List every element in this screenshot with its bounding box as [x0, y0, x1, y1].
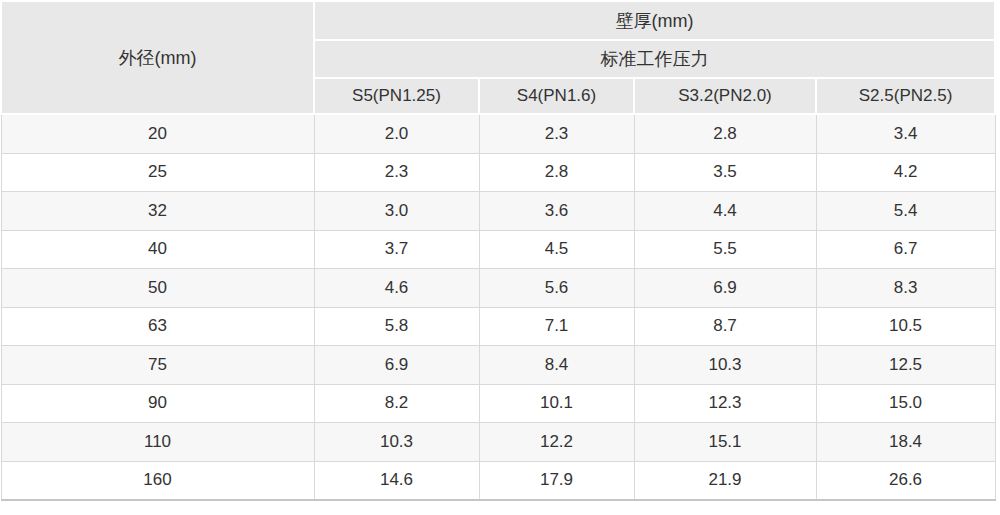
- table-row: 20 2.0 2.3 2.8 3.4: [1, 114, 995, 153]
- outer-diameter-cell: 90: [1, 384, 314, 423]
- thickness-cell: 12.5: [816, 346, 995, 385]
- wall-thickness-group-header: 壁厚(mm): [314, 1, 995, 40]
- thickness-cell: 2.3: [314, 153, 479, 192]
- table-row: 63 5.8 7.1 8.7 10.5: [1, 307, 995, 346]
- thickness-cell: 10.5: [816, 307, 995, 346]
- thickness-cell: 8.4: [479, 346, 634, 385]
- outer-diameter-cell: 75: [1, 346, 314, 385]
- thickness-cell: 5.8: [314, 307, 479, 346]
- thickness-cell: 12.2: [479, 423, 634, 462]
- thickness-cell: 6.9: [314, 346, 479, 385]
- thickness-cell: 2.0: [314, 114, 479, 153]
- thickness-cell: 14.6: [314, 461, 479, 500]
- header-row-group: 外径(mm) 壁厚(mm): [1, 1, 995, 40]
- thickness-cell: 10.1: [479, 384, 634, 423]
- thickness-cell: 8.7: [634, 307, 816, 346]
- wall-thickness-table: 外径(mm) 壁厚(mm) 标准工作压力 S5(PN1.25) S4(PN1.6…: [0, 0, 996, 501]
- outer-diameter-cell: 160: [1, 461, 314, 500]
- thickness-cell: 5.4: [816, 192, 995, 231]
- pressure-column-header-s4: S4(PN1.6): [479, 78, 634, 114]
- outer-diameter-cell: 20: [1, 114, 314, 153]
- thickness-cell: 3.4: [816, 114, 995, 153]
- table-row: 25 2.3 2.8 3.5 4.2: [1, 153, 995, 192]
- thickness-cell: 6.9: [634, 269, 816, 308]
- thickness-cell: 18.4: [816, 423, 995, 462]
- outer-diameter-cell: 40: [1, 230, 314, 269]
- pressure-column-header-s5: S5(PN1.25): [314, 78, 479, 114]
- thickness-cell: 3.5: [634, 153, 816, 192]
- thickness-cell: 21.9: [634, 461, 816, 500]
- table-row: 75 6.9 8.4 10.3 12.5: [1, 346, 995, 385]
- thickness-cell: 2.8: [479, 153, 634, 192]
- outer-diameter-header: 外径(mm): [1, 1, 314, 114]
- thickness-cell: 3.0: [314, 192, 479, 231]
- thickness-cell: 2.3: [479, 114, 634, 153]
- thickness-cell: 10.3: [634, 346, 816, 385]
- thickness-cell: 10.3: [314, 423, 479, 462]
- thickness-cell: 2.8: [634, 114, 816, 153]
- thickness-cell: 3.7: [314, 230, 479, 269]
- thickness-cell: 4.5: [479, 230, 634, 269]
- thickness-cell: 15.0: [816, 384, 995, 423]
- table-row: 50 4.6 5.6 6.9 8.3: [1, 269, 995, 308]
- thickness-cell: 4.2: [816, 153, 995, 192]
- thickness-cell: 5.5: [634, 230, 816, 269]
- outer-diameter-cell: 32: [1, 192, 314, 231]
- outer-diameter-cell: 110: [1, 423, 314, 462]
- table-row: 40 3.7 4.5 5.5 6.7: [1, 230, 995, 269]
- table-row: 90 8.2 10.1 12.3 15.0: [1, 384, 995, 423]
- thickness-cell: 12.3: [634, 384, 816, 423]
- working-pressure-subheader: 标准工作压力: [314, 40, 995, 78]
- outer-diameter-cell: 25: [1, 153, 314, 192]
- thickness-cell: 15.1: [634, 423, 816, 462]
- table-row: 110 10.3 12.2 15.1 18.4: [1, 423, 995, 462]
- thickness-cell: 26.6: [816, 461, 995, 500]
- thickness-cell: 5.6: [479, 269, 634, 308]
- pressure-column-header-s25: S2.5(PN2.5): [816, 78, 995, 114]
- table-row: 160 14.6 17.9 21.9 26.6: [1, 461, 995, 500]
- table-row: 32 3.0 3.6 4.4 5.4: [1, 192, 995, 231]
- thickness-cell: 6.7: [816, 230, 995, 269]
- thickness-cell: 4.6: [314, 269, 479, 308]
- thickness-cell: 8.3: [816, 269, 995, 308]
- thickness-cell: 8.2: [314, 384, 479, 423]
- thickness-cell: 3.6: [479, 192, 634, 231]
- thickness-cell: 4.4: [634, 192, 816, 231]
- outer-diameter-cell: 63: [1, 307, 314, 346]
- outer-diameter-cell: 50: [1, 269, 314, 308]
- thickness-cell: 7.1: [479, 307, 634, 346]
- pressure-column-header-s32: S3.2(PN2.0): [634, 78, 816, 114]
- thickness-cell: 17.9: [479, 461, 634, 500]
